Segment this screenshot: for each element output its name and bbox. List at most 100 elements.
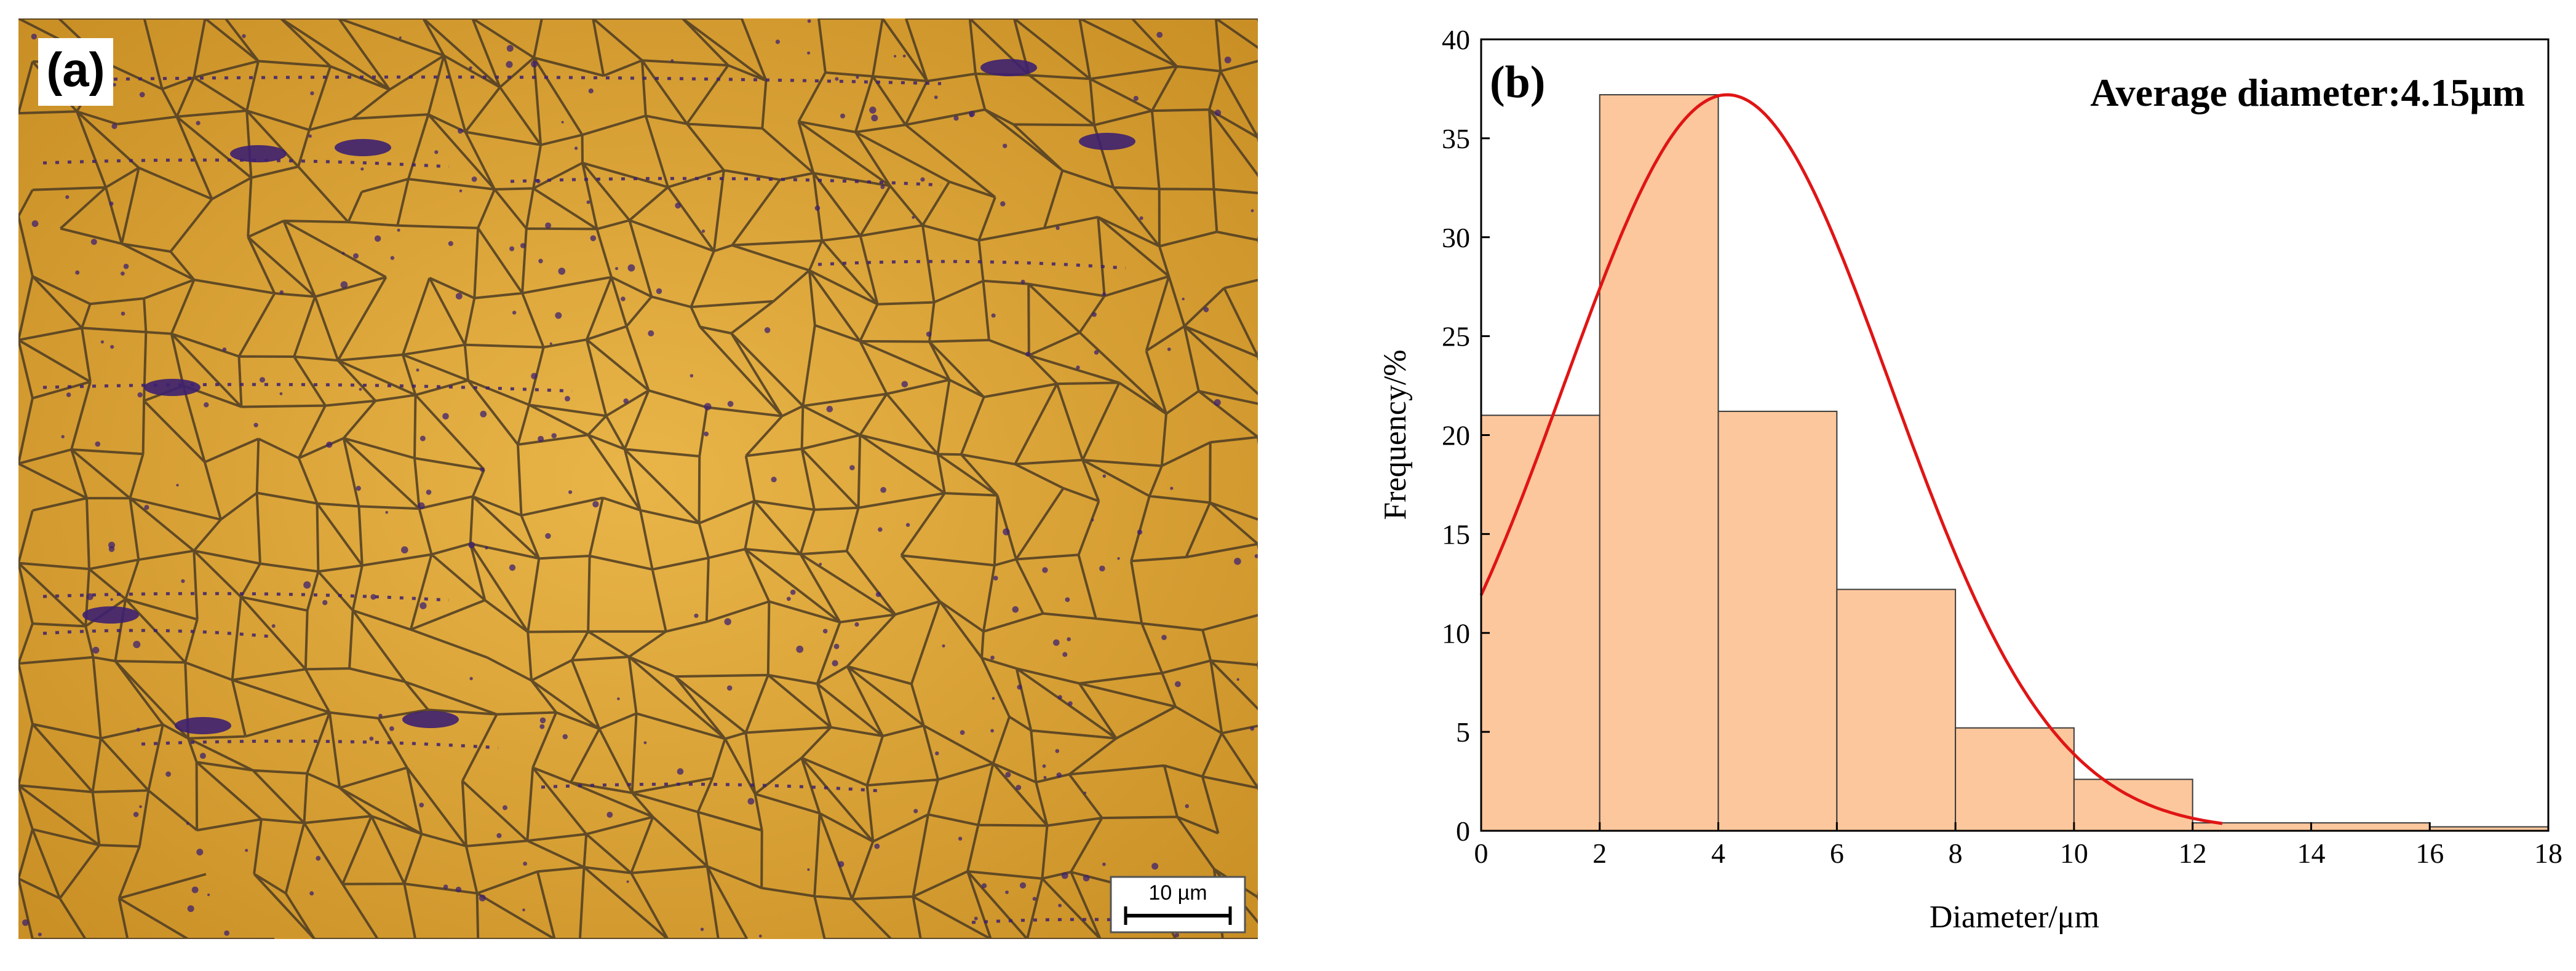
inclusion-dot xyxy=(322,600,328,606)
y-tick-label: 40 xyxy=(1442,24,1470,55)
inclusion-dot xyxy=(279,392,283,395)
inclusion-dot xyxy=(369,736,374,741)
inclusion-dot xyxy=(137,392,143,398)
inclusion-dot xyxy=(551,433,557,438)
inclusion-dot xyxy=(222,347,227,352)
inclusion-dot xyxy=(1254,554,1258,558)
inclusion-dot xyxy=(538,258,543,264)
inclusion-dot xyxy=(935,751,939,756)
inclusion-dot xyxy=(506,45,514,52)
inclusion-dot xyxy=(1161,635,1167,640)
inclusion-dot xyxy=(136,727,141,732)
inclusion-dot xyxy=(512,311,517,315)
inclusion-dot xyxy=(1055,226,1060,230)
inclusion-dot xyxy=(1203,307,1209,312)
inclusion-dot xyxy=(545,222,552,229)
inclusion-dot xyxy=(165,771,171,777)
inclusion-dot xyxy=(905,523,910,527)
inclusion-dot xyxy=(496,833,502,838)
inclusion-dot xyxy=(260,377,265,383)
inclusion-dot xyxy=(656,288,662,295)
inclusion-dot xyxy=(426,489,432,495)
inclusion-dot xyxy=(974,916,978,921)
inclusion-dot xyxy=(370,594,376,600)
inclusion-dot xyxy=(401,546,408,553)
inclusion-dot xyxy=(199,753,206,759)
inclusion-dot xyxy=(480,467,485,472)
inclusion-dot xyxy=(1170,486,1174,490)
inclusion-dot xyxy=(555,312,562,319)
inclusion-dot xyxy=(207,894,210,897)
inclusion-dot xyxy=(1057,695,1062,700)
inclusion-dot xyxy=(561,121,564,124)
inclusion-dot xyxy=(990,656,995,660)
inclusion-dot xyxy=(549,342,552,345)
inclusion-dot xyxy=(822,628,828,634)
inclusion-dot xyxy=(442,413,449,420)
inclusion-dot xyxy=(65,195,70,199)
inclusion-blob xyxy=(82,606,139,624)
inclusion-dot xyxy=(565,395,570,402)
inclusion-dot xyxy=(894,55,897,58)
histogram-bar-14-16 xyxy=(2310,822,2431,832)
inclusion-dot xyxy=(242,34,246,38)
inclusion-dot xyxy=(121,311,125,316)
inclusion-blob xyxy=(335,139,391,156)
inclusion-dot xyxy=(819,563,822,566)
inclusion-dot xyxy=(374,235,381,242)
inclusion-dot xyxy=(606,812,613,818)
inclusion-dot xyxy=(627,264,635,272)
inclusion-dot xyxy=(1062,652,1068,657)
inclusion-dot xyxy=(545,533,551,539)
inclusion-dot xyxy=(880,486,886,493)
inclusion-dot xyxy=(724,618,731,625)
inclusion-dot xyxy=(1151,863,1159,870)
x-tick-label: 18 xyxy=(2534,838,2562,869)
inclusion-dot xyxy=(626,880,629,883)
inclusion-dot xyxy=(434,150,439,154)
inclusion-dot xyxy=(538,435,544,442)
inclusion-blob xyxy=(980,59,1037,76)
inclusion-dot xyxy=(1133,95,1139,101)
inclusion-dot xyxy=(1091,518,1094,521)
inclusion-dot xyxy=(309,891,314,896)
inclusion-dot xyxy=(1042,567,1048,573)
inclusion-dot xyxy=(953,116,959,121)
inclusion-dot xyxy=(991,313,996,318)
inclusion-dot xyxy=(522,908,525,911)
inclusion-dot xyxy=(1043,775,1047,779)
inclusion-dot xyxy=(1167,347,1171,351)
inclusion-dot xyxy=(38,932,42,937)
inclusion-blob xyxy=(175,717,231,734)
inclusion-dot xyxy=(479,894,486,902)
inclusion-dot xyxy=(506,61,513,68)
histogram-bar-4-6 xyxy=(1717,410,1838,831)
y-tick-label: 30 xyxy=(1442,222,1470,253)
inclusion-dot xyxy=(356,486,361,491)
inclusion-dot xyxy=(341,252,345,255)
inclusion-dot xyxy=(480,410,487,418)
inclusion-dot xyxy=(558,268,566,275)
inclusion-dot xyxy=(271,624,276,628)
inclusion-dot xyxy=(459,189,463,192)
grain-boundaries xyxy=(18,18,1258,939)
inclusion-dot xyxy=(832,660,838,667)
inclusion-dot xyxy=(1017,684,1022,690)
inclusion-dot xyxy=(353,253,359,259)
inclusion-dot xyxy=(1224,57,1231,63)
inclusion-dot xyxy=(531,60,538,68)
inclusion-dot xyxy=(1020,279,1025,284)
inclusion-dot xyxy=(960,730,965,735)
inclusion-dot xyxy=(1139,216,1143,220)
inclusion-dot xyxy=(1025,351,1031,357)
inclusion-dot xyxy=(1250,726,1254,731)
inclusion-dot xyxy=(1175,681,1181,688)
inclusion-dot xyxy=(958,836,963,841)
inclusion-dot xyxy=(615,267,618,271)
y-tick-label: 35 xyxy=(1442,123,1470,154)
inclusion-dot xyxy=(586,200,590,204)
x-tick-label: 12 xyxy=(2179,838,2207,869)
inclusion-dot xyxy=(485,546,488,550)
inclusion-dot xyxy=(1012,606,1019,613)
inclusion-dot xyxy=(123,263,129,269)
